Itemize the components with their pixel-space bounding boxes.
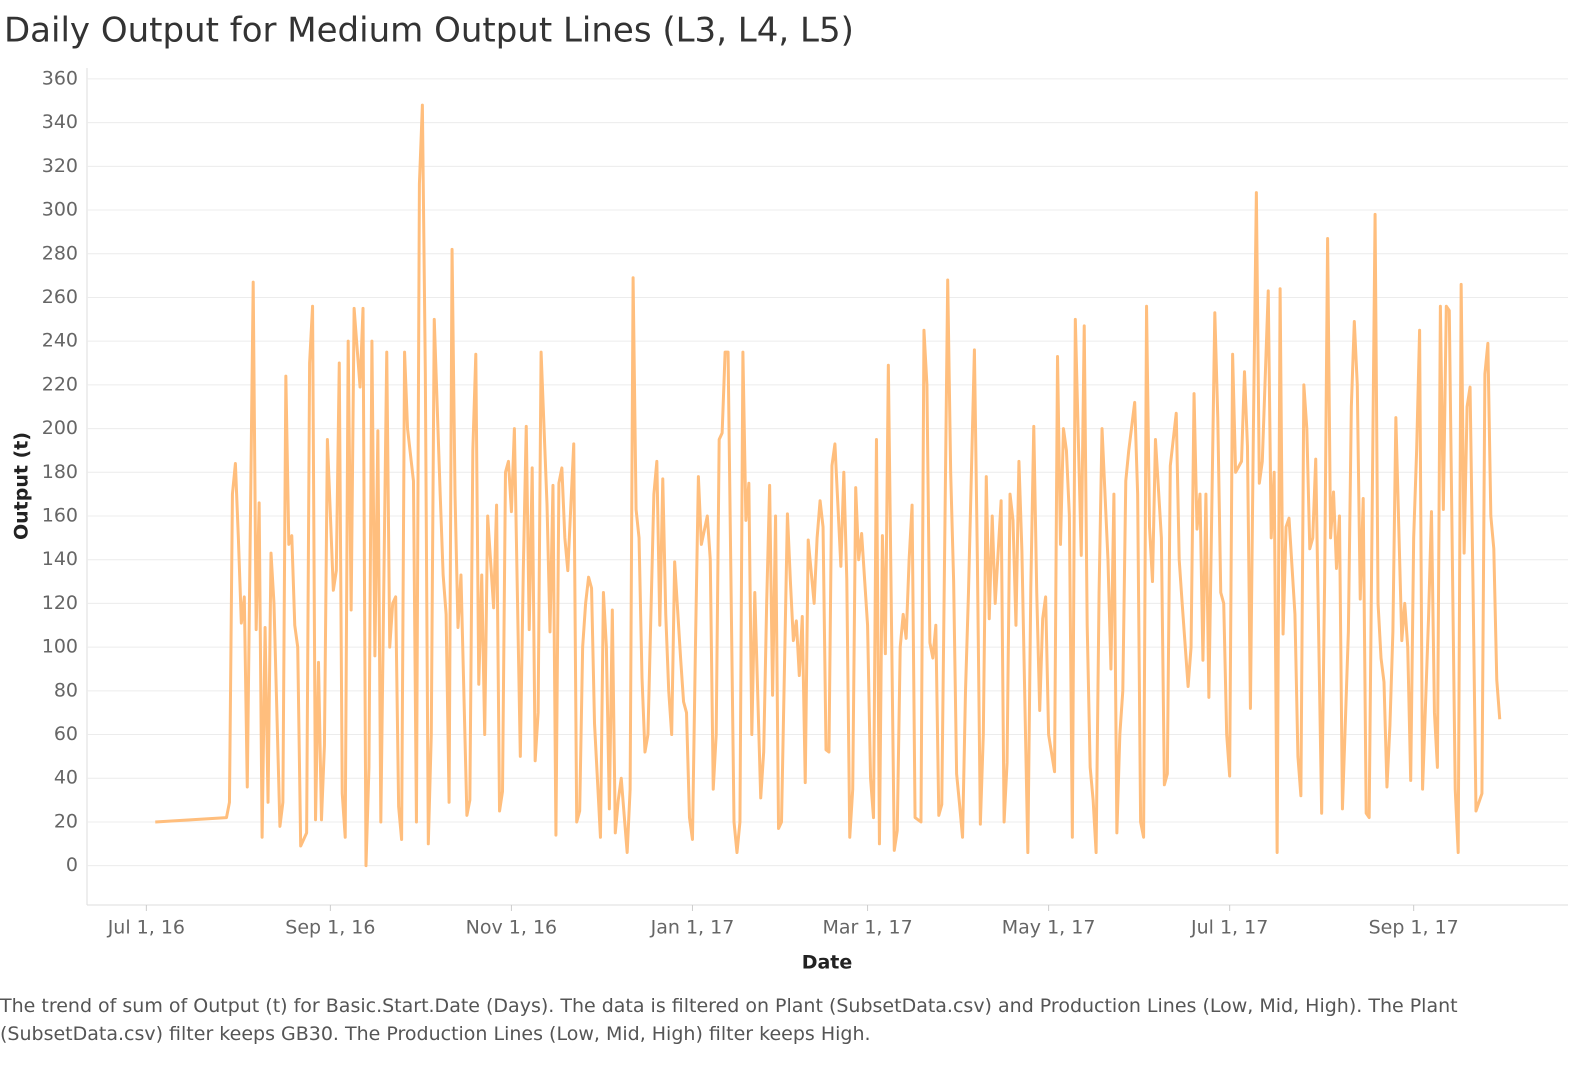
caption: The trend of sum of Output (t) for Basic… (0, 995, 1458, 1045)
y-tick-label: 120 (42, 592, 78, 614)
data-line (155, 103, 1502, 868)
y-tick-label: 80 (54, 679, 78, 701)
y-tick-label: 40 (54, 767, 78, 789)
y-tick-label: 260 (42, 286, 78, 308)
x-tick-label: Jul 1, 17 (1190, 917, 1268, 939)
y-tick-label: 140 (42, 548, 78, 570)
y-tick-label: 360 (42, 67, 78, 89)
y-tick-label: 100 (42, 636, 78, 658)
x-tick-label: May 1, 17 (1002, 917, 1096, 939)
x-tick-label: Mar 1, 17 (822, 917, 912, 939)
x-tick-label: Jul 1, 16 (107, 917, 185, 939)
y-axis-title: Output (t) (11, 432, 33, 540)
y-tick-label: 160 (42, 505, 78, 527)
x-tick-label: Sep 1, 17 (1369, 917, 1459, 939)
y-tick-label: 220 (42, 373, 78, 395)
x-tick-label: Jan 1, 17 (650, 917, 735, 939)
y-tick-label: 340 (42, 111, 78, 133)
y-tick-label: 20 (54, 810, 78, 832)
y-tick-label: 0 (66, 854, 78, 876)
x-tick-label: Nov 1, 16 (466, 917, 557, 939)
chart: Daily Output for Medium Output Lines (L3… (4, 11, 1568, 974)
y-tick-label: 240 (42, 330, 78, 352)
x-axis-title: Date (802, 952, 853, 974)
y-tick-label: 180 (42, 461, 78, 483)
y-tick-label: 60 (54, 723, 78, 745)
y-tick-label: 300 (42, 199, 78, 221)
y-tick-label: 320 (42, 155, 78, 177)
y-tick-label: 200 (42, 417, 78, 439)
x-tick-label: Sep 1, 16 (285, 917, 375, 939)
y-tick-label: 280 (42, 242, 78, 264)
chart-title: Daily Output for Medium Output Lines (L3… (4, 11, 854, 51)
